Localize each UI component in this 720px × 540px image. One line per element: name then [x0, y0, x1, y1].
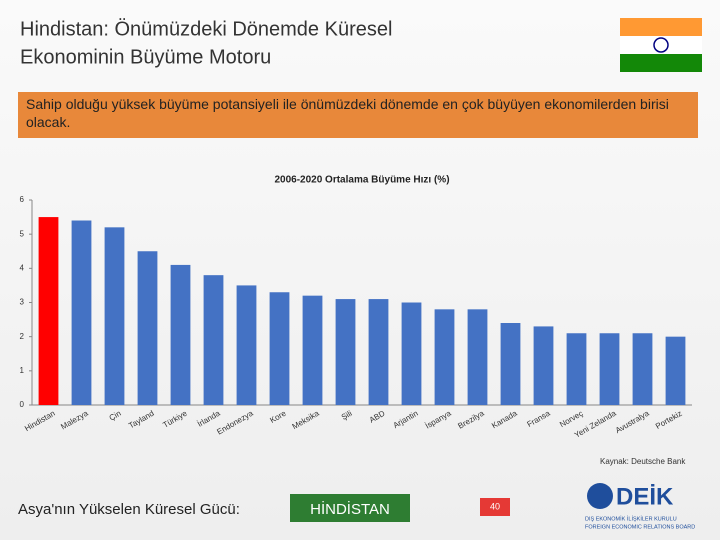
- bar: [335, 299, 356, 405]
- bar: [71, 220, 92, 405]
- bar: [500, 323, 521, 405]
- bar: [632, 333, 653, 405]
- x-tick-label: ABD: [368, 409, 387, 425]
- bar: [170, 264, 191, 405]
- title: Hindistan: Önümüzdeki Dönemde Küresel: [20, 18, 392, 40]
- bar: [566, 333, 587, 405]
- page-box: [480, 498, 510, 516]
- source: Kaynak: Deutsche Bank: [600, 457, 686, 466]
- y-tick-label: 0: [20, 400, 25, 409]
- bar: [401, 302, 422, 405]
- y-tick-label: 3: [20, 298, 25, 307]
- logo-mark: [587, 483, 613, 509]
- bar: [599, 333, 620, 405]
- bar: [434, 309, 455, 405]
- x-tick-label: Fransa: [525, 408, 552, 429]
- x-tick-label: Portekiz: [654, 409, 684, 431]
- x-tick-label: Avustralya: [614, 408, 651, 435]
- x-tick-label: İspanya: [424, 408, 453, 430]
- y-tick-label: 2: [20, 332, 25, 341]
- highlight: HİNDİSTAN: [310, 500, 390, 518]
- y-tick-label: 6: [20, 195, 25, 204]
- x-tick-label: Kanada: [490, 408, 519, 430]
- x-tick-label: Meksika: [291, 408, 321, 431]
- x-tick-label: Kore: [268, 408, 288, 425]
- title: Ekonominin Büyüme Motoru: [20, 46, 271, 68]
- logo-name: DEİK: [616, 483, 674, 510]
- banner-text: Sahip olduğu yüksek büyüme potansiyeli i…: [26, 96, 669, 130]
- bar: [302, 295, 323, 405]
- bar: [533, 326, 554, 405]
- x-tick-label: Norveç: [558, 409, 584, 429]
- bar: [269, 292, 290, 405]
- x-tick-label: Çin: [108, 409, 123, 423]
- x-tick-label: Arjantin: [392, 409, 420, 430]
- chart-title: 2006-2020 Ortalama Büyüme Hızı (%): [274, 175, 449, 186]
- x-tick-label: Endonezya: [215, 408, 255, 436]
- bar: [203, 275, 224, 405]
- banner: [18, 92, 698, 138]
- logo-line: DIŞ EKONOMİK İLİŞKİLER KURULU: [585, 515, 677, 522]
- y-tick-label: 4: [20, 263, 25, 272]
- x-tick-label: Malezya: [59, 408, 90, 431]
- x-tick-label: Türkiye: [161, 408, 189, 429]
- bar: [368, 299, 389, 405]
- bar: [104, 227, 125, 405]
- x-tick-label: Şili: [340, 409, 354, 422]
- slogan: Asya'nın Yükselen Küresel Gücü:: [18, 501, 240, 518]
- y-tick-label: 1: [20, 366, 25, 375]
- bar: [665, 336, 686, 405]
- x-tick-label: Tayland: [127, 409, 155, 431]
- x-tick-label: Brezilya: [456, 408, 486, 430]
- highlight-box: [290, 494, 410, 522]
- logo-line: FOREIGN ECONOMIC RELATIONS BOARD: [585, 524, 695, 530]
- bar: [137, 251, 158, 405]
- bar: [236, 285, 257, 405]
- flag: [620, 18, 702, 72]
- bar: [467, 309, 488, 405]
- x-tick-label: Hindistan: [23, 409, 56, 433]
- bar: [38, 217, 59, 405]
- y-tick-label: 5: [20, 229, 25, 238]
- page-number: 40: [490, 501, 500, 511]
- x-tick-label: İrlanda: [196, 408, 222, 428]
